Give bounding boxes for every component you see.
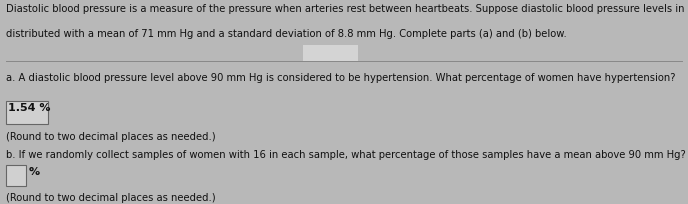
Text: (Round to two decimal places as needed.): (Round to two decimal places as needed.) <box>6 132 215 142</box>
Text: Diastolic blood pressure is a measure of the pressure when arteries rest between: Diastolic blood pressure is a measure of… <box>6 4 688 14</box>
Bar <box>6 101 48 124</box>
Text: (Round to two decimal places as needed.): (Round to two decimal places as needed.) <box>6 193 215 203</box>
Text: 1.54 %: 1.54 % <box>8 103 51 113</box>
Text: b. If we randomly collect samples of women with 16 in each sample, what percenta: b. If we randomly collect samples of wom… <box>6 150 685 160</box>
Text: distributed with a mean of 71 mm Hg and a standard deviation of 8.8 mm Hg. Compl: distributed with a mean of 71 mm Hg and … <box>6 29 566 39</box>
Text: %: % <box>29 167 40 177</box>
Text: a. A diastolic blood pressure level above 90 mm Hg is considered to be hypertens: a. A diastolic blood pressure level abov… <box>6 73 675 83</box>
FancyBboxPatch shape <box>303 45 358 61</box>
Bar <box>6 165 26 186</box>
